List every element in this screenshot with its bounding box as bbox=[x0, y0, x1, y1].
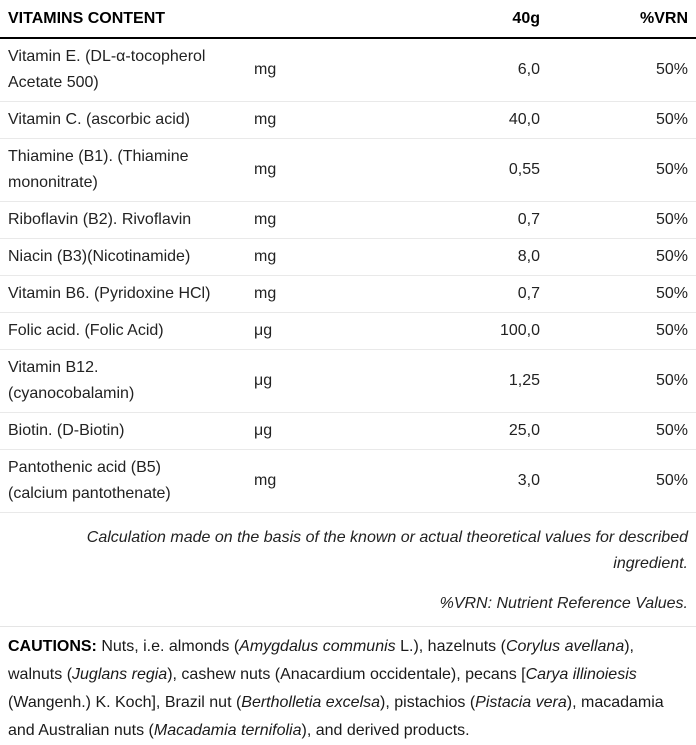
table-row: Vitamin C. (ascorbic acid) mg 40,0 50% bbox=[0, 101, 696, 139]
vrn-column-header: %VRN bbox=[540, 6, 696, 39]
table-row: Pantothenic acid (B5)(calcium pantothena… bbox=[0, 449, 696, 513]
table-row: Riboflavin (B2). Rivoflavin mg 0,7 50% bbox=[0, 201, 696, 239]
cautions-segment: ), pistachios ( bbox=[380, 694, 476, 711]
cautions-segment: Nuts, i.e. almonds ( bbox=[101, 638, 240, 655]
cell-unit: μg bbox=[224, 312, 310, 350]
cautions-segment: ), and derived products. bbox=[301, 722, 470, 739]
cautions-segment: CAUTIONS: bbox=[8, 638, 102, 655]
table-row: Folic acid. (Folic Acid) μg 100,0 50% bbox=[0, 312, 696, 350]
vrn-definition-footnote: %VRN: Nutrient Reference Values. bbox=[439, 595, 688, 612]
cell-name: Niacin (B3)(Nicotinamide) bbox=[0, 238, 224, 276]
cell-value: 6,0 bbox=[310, 38, 540, 102]
cell-name: Folic acid. (Folic Acid) bbox=[0, 312, 224, 350]
cell-vrn: 50% bbox=[540, 38, 696, 102]
cell-vrn: 50% bbox=[540, 449, 696, 513]
cautions-segment: (Wangenh.) K. Koch], Brazil nut ( bbox=[8, 694, 242, 711]
cell-name: Biotin. (D-Biotin) bbox=[0, 412, 224, 450]
table-row: Niacin (B3)(Nicotinamide) mg 8,0 50% bbox=[0, 238, 696, 276]
cell-value: 25,0 bbox=[310, 412, 540, 450]
cautions-segment: ), cashew nuts (Anacardium occidentale),… bbox=[167, 666, 526, 683]
cell-vrn: 50% bbox=[540, 101, 696, 139]
cell-value: 40,0 bbox=[310, 101, 540, 139]
cell-vrn: 50% bbox=[540, 412, 696, 450]
cautions-segment: Bertholletia excelsa bbox=[241, 694, 381, 711]
cautions-segment: Macadamia ternifolia bbox=[153, 722, 302, 739]
cell-value: 0,7 bbox=[310, 201, 540, 239]
cell-unit: mg bbox=[224, 449, 310, 513]
table-title: VITAMINS CONTENT bbox=[0, 6, 310, 39]
cautions-segment: Pistacia vera bbox=[475, 694, 567, 711]
cell-name: Thiamine (B1). (Thiamine mononitrate) bbox=[0, 138, 224, 202]
cell-unit: mg bbox=[224, 38, 310, 102]
table-header-row: VITAMINS CONTENT 40g %VRN bbox=[0, 6, 696, 39]
section-divider bbox=[0, 626, 696, 627]
cautions-segment: Corylus avellana bbox=[505, 638, 625, 655]
cautions-segment: Juglans regia bbox=[72, 666, 168, 683]
cell-value: 3,0 bbox=[310, 449, 540, 513]
cell-vrn: 50% bbox=[540, 238, 696, 276]
cell-value: 8,0 bbox=[310, 238, 540, 276]
cell-vrn: 50% bbox=[540, 275, 696, 313]
cautions-segment: Carya illinoiesis bbox=[525, 666, 637, 683]
cell-name: Vitamin B6. (Pyridoxine HCl) bbox=[0, 275, 224, 313]
table-row: Biotin. (D-Biotin) μg 25,0 50% bbox=[0, 412, 696, 450]
cell-unit: mg bbox=[224, 138, 310, 202]
cell-name: Vitamin E. (DL-α-tocopherol Acetate 500) bbox=[0, 38, 224, 102]
table-row: Thiamine (B1). (Thiamine mononitrate) mg 0… bbox=[0, 138, 696, 202]
cell-unit: mg bbox=[224, 201, 310, 239]
vitamins-table-body: Vitamin E. (DL-α-tocopherol Acetate 500)… bbox=[0, 38, 696, 513]
cell-unit: μg bbox=[224, 412, 310, 450]
amount-column-header: 40g bbox=[310, 6, 540, 39]
cautions-segment: L.), hazelnuts ( bbox=[395, 638, 506, 655]
cautions-paragraph: CAUTIONS: Nuts, i.e. almonds (Amygdalus … bbox=[8, 633, 688, 745]
table-row: Vitamin B6. (Pyridoxine HCl) mg 0,7 50% bbox=[0, 275, 696, 313]
table-row: Vitamin B12. (cyanocobalamin) μg 1,25 50% bbox=[0, 349, 696, 413]
calculation-footnote: Calculation made on the basis of the kno… bbox=[86, 529, 688, 572]
cell-vrn: 50% bbox=[540, 349, 696, 413]
cell-unit: mg bbox=[224, 101, 310, 139]
table-row: Vitamin E. (DL-α-tocopherol Acetate 500)… bbox=[0, 38, 696, 102]
cell-unit: mg bbox=[224, 275, 310, 313]
cautions-segment: Amygdalus communis bbox=[239, 638, 396, 655]
cell-name: Vitamin B12. (cyanocobalamin) bbox=[0, 349, 224, 413]
cell-name: Riboflavin (B2). Rivoflavin bbox=[0, 201, 224, 239]
cell-vrn: 50% bbox=[540, 201, 696, 239]
vitamins-table: VITAMINS CONTENT 40g %VRN Vitamin E. (DL… bbox=[0, 6, 696, 513]
cell-value: 1,25 bbox=[310, 349, 540, 413]
cell-value: 100,0 bbox=[310, 312, 540, 350]
cell-name: Vitamin C. (ascorbic acid) bbox=[0, 101, 224, 139]
cell-name: Pantothenic acid (B5)(calcium pantothena… bbox=[0, 449, 224, 513]
cell-unit: mg bbox=[224, 238, 310, 276]
cell-vrn: 50% bbox=[540, 312, 696, 350]
cell-value: 0,7 bbox=[310, 275, 540, 313]
cell-value: 0,55 bbox=[310, 138, 540, 202]
cell-vrn: 50% bbox=[540, 138, 696, 202]
cell-unit: μg bbox=[224, 349, 310, 413]
